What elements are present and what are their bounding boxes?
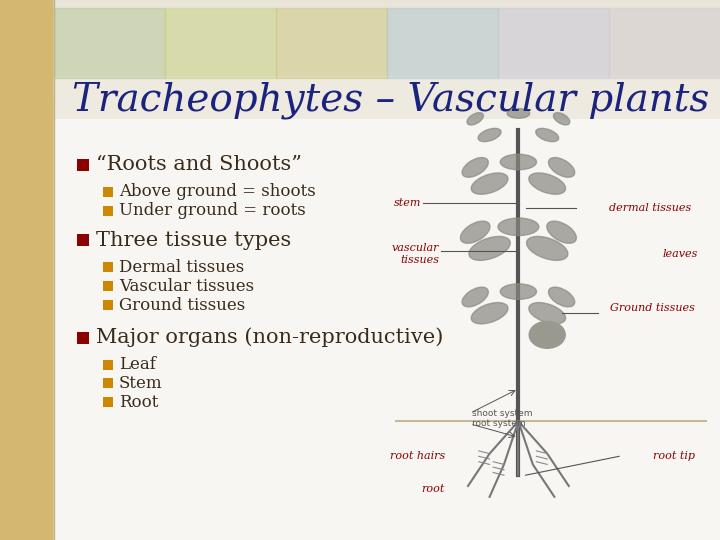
Bar bbox=[387, 8, 498, 78]
Ellipse shape bbox=[526, 237, 568, 260]
Ellipse shape bbox=[478, 129, 501, 141]
Text: root system: root system bbox=[472, 420, 525, 428]
Ellipse shape bbox=[462, 287, 488, 307]
Bar bbox=[498, 8, 609, 78]
Text: root tip: root tip bbox=[653, 451, 695, 461]
Bar bbox=[0, 0, 54, 540]
Ellipse shape bbox=[460, 221, 490, 244]
Text: leaves: leaves bbox=[663, 249, 698, 259]
Ellipse shape bbox=[528, 302, 566, 324]
Ellipse shape bbox=[536, 129, 559, 141]
Text: shoot system: shoot system bbox=[472, 409, 532, 417]
Ellipse shape bbox=[467, 113, 483, 125]
Ellipse shape bbox=[528, 173, 566, 194]
Text: Dermal tissues: Dermal tissues bbox=[119, 259, 244, 276]
Bar bbox=[54, 0, 720, 97]
Ellipse shape bbox=[462, 158, 488, 177]
Text: Leaf: Leaf bbox=[119, 356, 156, 373]
Ellipse shape bbox=[549, 287, 575, 307]
Text: Vascular tissues: Vascular tissues bbox=[119, 278, 254, 295]
Text: Ground tissues: Ground tissues bbox=[119, 296, 245, 314]
Ellipse shape bbox=[500, 154, 536, 170]
Ellipse shape bbox=[549, 158, 575, 177]
Ellipse shape bbox=[554, 113, 570, 125]
Text: dermal tissues: dermal tissues bbox=[609, 203, 691, 213]
Bar bbox=[54, 8, 165, 78]
Bar bbox=[276, 8, 387, 78]
Text: stem: stem bbox=[394, 198, 421, 207]
Text: Under ground = roots: Under ground = roots bbox=[119, 202, 305, 219]
Ellipse shape bbox=[469, 237, 510, 260]
Text: root: root bbox=[422, 484, 445, 494]
Ellipse shape bbox=[500, 284, 536, 299]
Text: Stem: Stem bbox=[119, 375, 163, 392]
Text: vascular
tissues: vascular tissues bbox=[392, 243, 439, 265]
Circle shape bbox=[529, 321, 565, 348]
Bar bbox=[54, 119, 720, 540]
Ellipse shape bbox=[471, 302, 508, 324]
Bar bbox=[165, 8, 276, 78]
Text: Major organs (non-reproductive): Major organs (non-reproductive) bbox=[96, 328, 443, 347]
Bar bbox=[54, 76, 720, 119]
Ellipse shape bbox=[471, 173, 508, 194]
Text: Ground tissues: Ground tissues bbox=[610, 303, 695, 313]
Ellipse shape bbox=[546, 221, 577, 244]
Text: Above ground = shoots: Above ground = shoots bbox=[119, 183, 315, 200]
Text: Three tissue types: Three tissue types bbox=[96, 231, 291, 250]
Text: Root: Root bbox=[119, 394, 158, 411]
Ellipse shape bbox=[507, 109, 530, 118]
Bar bbox=[609, 8, 720, 78]
Text: “Roots and Shoots”: “Roots and Shoots” bbox=[96, 155, 302, 174]
Text: Tracheophytes – Vascular plants: Tracheophytes – Vascular plants bbox=[72, 81, 709, 119]
Text: root hairs: root hairs bbox=[390, 451, 445, 461]
Ellipse shape bbox=[498, 218, 539, 235]
